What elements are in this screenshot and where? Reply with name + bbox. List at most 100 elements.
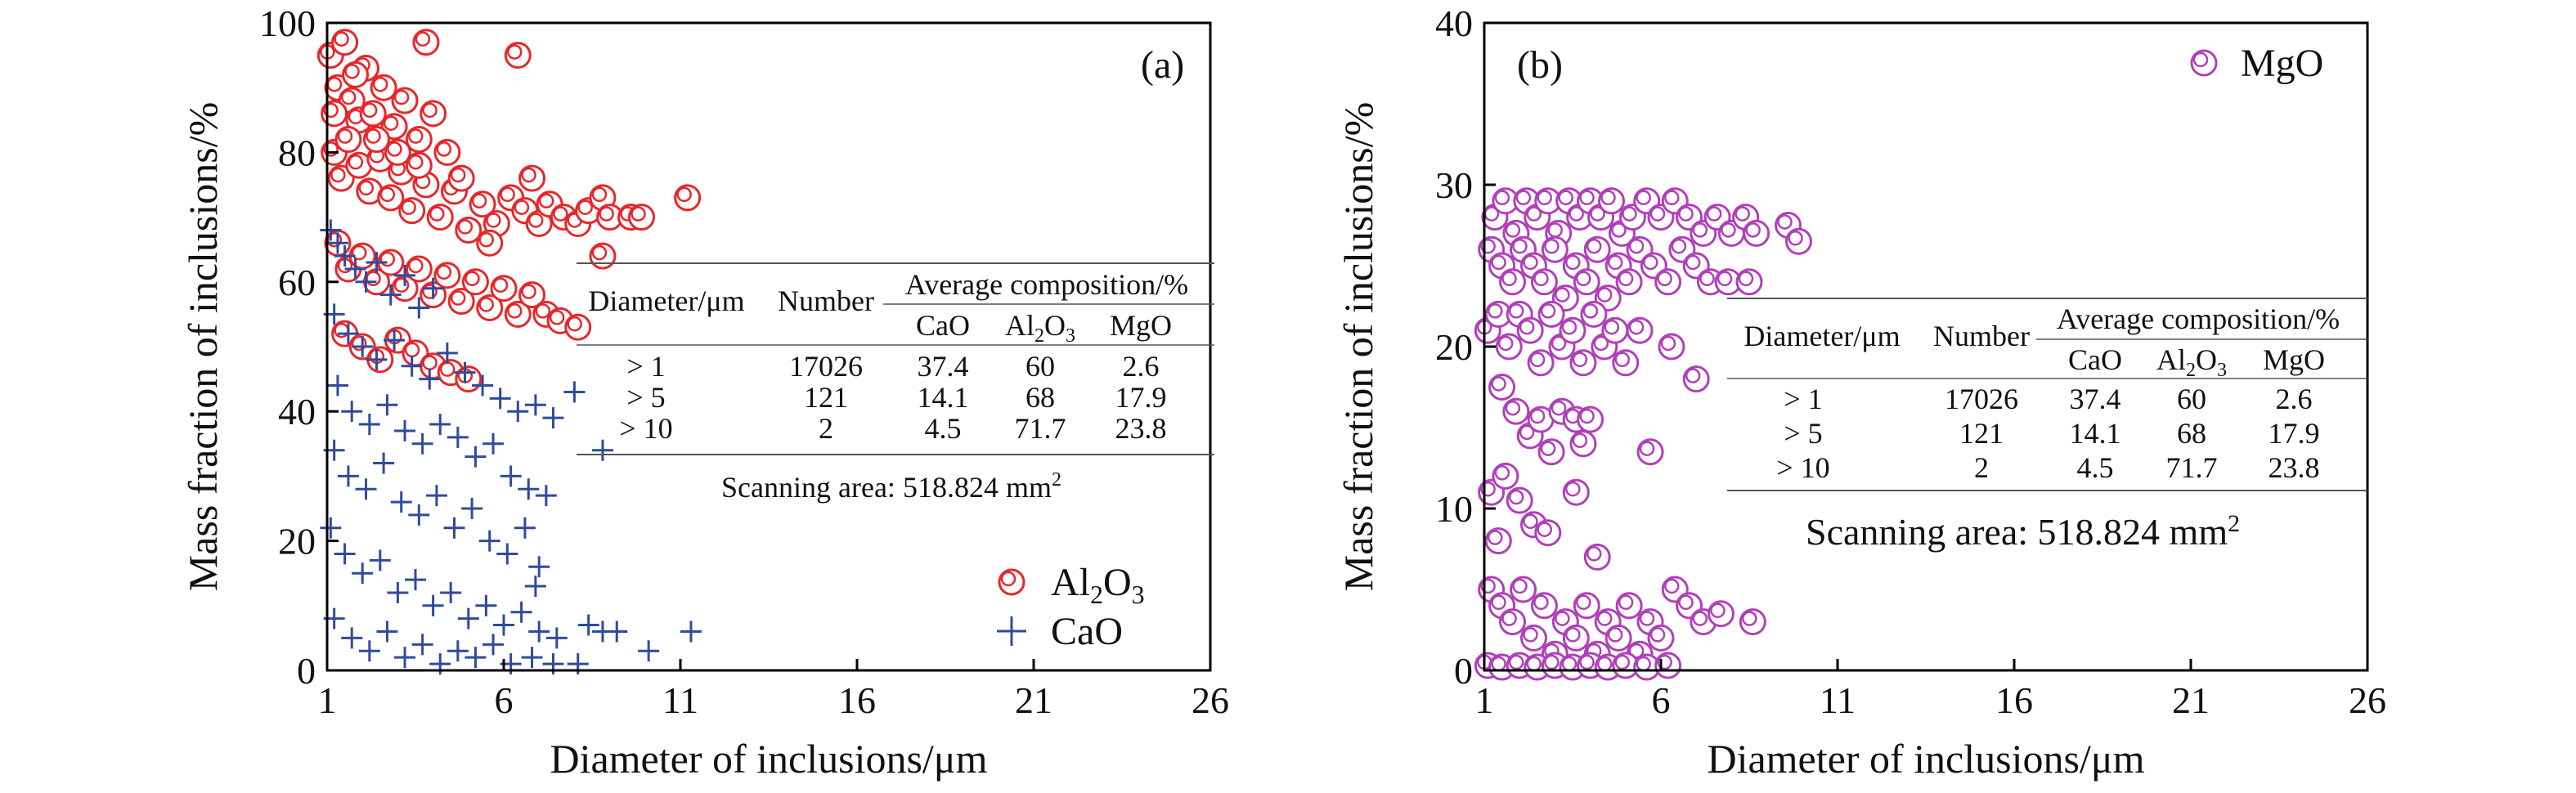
panel-a-legend: Al2O3 CaO (997, 561, 1145, 653)
circle-marker-outer (420, 100, 447, 128)
circle-marker-inner (538, 193, 554, 209)
table-cell-diameter: > 5 (626, 381, 665, 414)
circle-marker-outer (1580, 300, 1608, 328)
circle-marker-outer (1502, 397, 1530, 425)
panel-a-point-cao (542, 407, 564, 429)
panel-a-point-cao (355, 271, 377, 293)
panel-a-point-al2o3 (469, 190, 496, 218)
table-cell-mgo: 17.9 (1115, 381, 1167, 414)
panel-a-point-cao (379, 284, 402, 306)
al2o3-sub: 2 (1090, 580, 1103, 609)
panel-a-point-cao (419, 368, 441, 390)
circle-marker-inner (450, 167, 466, 183)
panel-b-point-mgo (1583, 235, 1611, 263)
circle-marker-outer (447, 288, 475, 316)
panel-a-point-cao (369, 549, 391, 571)
circle-marker-inner (1586, 546, 1602, 562)
panel-a-point-al2o3 (433, 262, 461, 289)
circle-marker-inner (599, 206, 614, 222)
circle-marker-inner (344, 64, 360, 79)
panel-b-point-mgo (1604, 624, 1632, 652)
circle-marker-outer (1495, 333, 1523, 361)
circle-marker-inner (1572, 432, 1588, 449)
panel-b-point-mgo (1633, 653, 1661, 681)
panel-b-point-mgo (1784, 227, 1812, 255)
panel-a-point-cao (394, 264, 416, 286)
circle-marker-inner (348, 154, 364, 170)
circle-marker-outer (589, 242, 617, 270)
circle-marker-outer (447, 164, 475, 192)
circle-marker-inner (1777, 214, 1793, 230)
circle-marker-outer (564, 313, 592, 341)
panel-b-point-mgo (1573, 592, 1600, 620)
table-cell-al2o3: 71.7 (1015, 412, 1066, 445)
panel-a-point-cao (326, 374, 348, 396)
circle-marker-outer (377, 184, 405, 212)
panel-a-point-cao (493, 614, 514, 636)
circle-marker-outer (504, 300, 532, 328)
circle-marker-inner (1628, 643, 1645, 659)
circle-marker-inner (422, 102, 438, 119)
panel-a-point-al2o3 (342, 60, 370, 88)
circle-marker-inner (1529, 352, 1546, 368)
panel-a-point-al2o3 (674, 184, 702, 212)
circle-marker-inner (1699, 271, 1715, 287)
panel-a-point-al2o3 (490, 275, 518, 302)
circle-marker-inner (323, 141, 339, 157)
panel-a-point-cao (524, 576, 546, 598)
panel-a-point-cao (535, 485, 557, 507)
circle-marker-inner (1611, 222, 1627, 238)
circle-marker-inner (1555, 611, 1570, 626)
table-cell-diameter: > 5 (1784, 417, 1822, 450)
table-col-al2o3: Al2O3 (1005, 309, 1075, 347)
panel-a-point-cao (443, 517, 465, 539)
panel-b-point-mgo (1488, 374, 1516, 401)
circle-marker-inner (1618, 594, 1634, 611)
al2o3-sub: 3 (2217, 360, 2227, 381)
circle-marker-inner (436, 264, 452, 280)
panel-b-point-mgo (1735, 268, 1763, 296)
circle-marker-inner (1501, 611, 1517, 626)
circle-marker-inner (1685, 368, 1701, 383)
panel-a-point-cao (496, 543, 518, 565)
circle-marker-outer (1735, 268, 1763, 296)
circle-marker-inner (372, 76, 388, 92)
circle-marker-inner (521, 167, 536, 183)
table-cell-number: 2 (819, 412, 833, 445)
circle-marker-inner (408, 258, 424, 274)
circle-marker-outer (1743, 219, 1770, 247)
panel-a-label: (a) (1141, 43, 1184, 87)
panel-b-inset-table: Diameter/μm Number Average composition/%… (1727, 298, 2367, 553)
circle-marker-inner (1529, 408, 1546, 424)
al2o3-mid: O (2196, 343, 2217, 376)
panel-a-point-al2o3 (405, 126, 433, 154)
table-cell-mgo: 2.6 (2276, 383, 2313, 415)
table-cell-diameter: > 1 (1784, 383, 1822, 415)
scanning-area-main: Scanning area: 518.824 mm (721, 471, 1052, 504)
panel-a-point-cao (464, 446, 487, 468)
panel-a-point-cao (326, 232, 348, 254)
circle-marker-inner (1544, 238, 1560, 254)
circle-marker-inner (1657, 271, 1672, 287)
circle-marker-inner (514, 199, 530, 215)
panel-a-point-al2o3 (321, 100, 348, 128)
table-cell-number: 17026 (1945, 383, 2018, 415)
panel-a-point-al2o3 (377, 184, 405, 212)
legend-marker-cao (997, 616, 1026, 646)
circle-marker-inner (337, 128, 353, 144)
circle-marker-inner (1579, 190, 1595, 206)
circle-marker-outer (627, 204, 655, 231)
table-cell-cao: 4.5 (925, 412, 962, 445)
circle-marker-inner (393, 89, 410, 105)
circle-marker-inner (1643, 254, 1658, 271)
circle-marker-inner (1558, 190, 1573, 206)
panel-a-point-cao (320, 517, 342, 539)
al2o3-main: Al (1005, 309, 1034, 342)
panel-b-point-mgo (1495, 333, 1523, 361)
circle-marker-outer (1492, 462, 1519, 490)
panel-b-point-mgo (1530, 592, 1558, 620)
circle-marker-outer (1707, 600, 1735, 628)
circle-marker-inner (1678, 594, 1694, 611)
